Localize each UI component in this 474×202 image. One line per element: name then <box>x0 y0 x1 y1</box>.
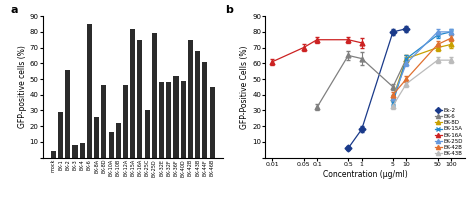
Bar <box>137 40 143 158</box>
Bar <box>80 143 85 158</box>
Text: a: a <box>10 5 18 15</box>
Bar <box>181 81 186 158</box>
Bar <box>87 24 92 158</box>
X-axis label: Concentration (μg/ml): Concentration (μg/ml) <box>323 169 407 179</box>
Y-axis label: GFP-positive cells (%): GFP-positive cells (%) <box>18 45 27 128</box>
Bar <box>159 82 164 158</box>
Bar <box>116 123 121 158</box>
Bar <box>58 112 63 158</box>
Bar <box>123 85 128 158</box>
Bar <box>109 133 114 158</box>
Bar <box>65 69 70 158</box>
Legend: Ek-2, EK-6, EK-8D, EK-15A, EK-16A, EK-25D, EK-42B, EK-43B: Ek-2, EK-6, EK-8D, EK-15A, EK-16A, EK-25… <box>435 107 464 156</box>
Bar <box>210 87 215 158</box>
Bar <box>51 151 56 158</box>
Bar <box>73 145 78 158</box>
Bar <box>166 82 171 158</box>
Bar <box>188 40 193 158</box>
Bar <box>195 51 200 158</box>
Y-axis label: GFP-Positive Cells (%): GFP-Positive Cells (%) <box>240 45 249 129</box>
Bar <box>202 62 208 158</box>
Bar <box>101 85 106 158</box>
Bar <box>173 76 179 158</box>
Text: b: b <box>226 5 234 15</box>
Bar <box>145 110 150 158</box>
Bar <box>130 29 135 158</box>
Bar <box>94 117 99 158</box>
Bar <box>152 34 157 158</box>
